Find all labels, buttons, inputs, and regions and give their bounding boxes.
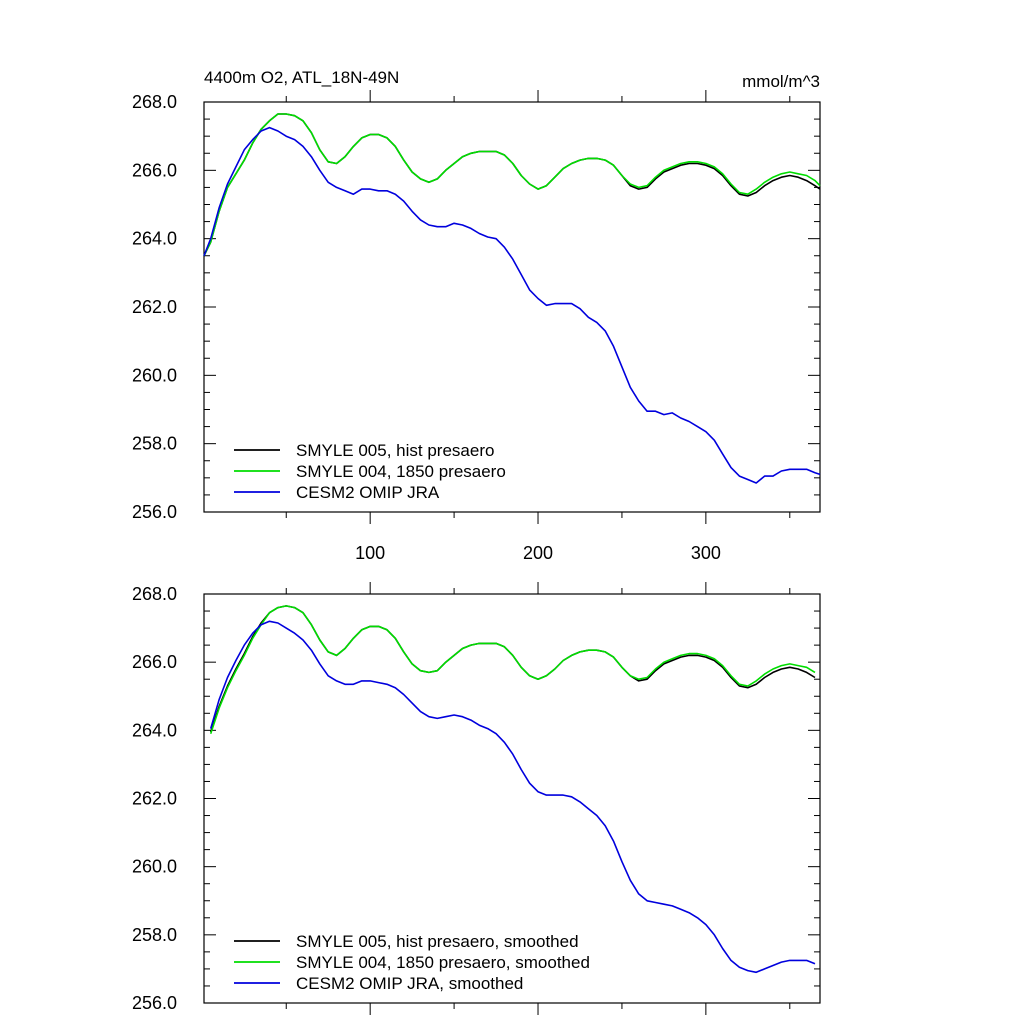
y-tick-label: 268.0 bbox=[132, 92, 177, 112]
chart-title: 4400m O2, ATL_18N-49N bbox=[204, 68, 399, 87]
y-tick-label: 266.0 bbox=[132, 652, 177, 672]
y-tick-label: 264.0 bbox=[132, 229, 177, 249]
y-tick-label: 266.0 bbox=[132, 160, 177, 180]
x-tick-label: 200 bbox=[523, 543, 553, 563]
y-tick-label: 262.0 bbox=[132, 297, 177, 317]
x-tick-label: 100 bbox=[355, 543, 385, 563]
series-line-3 bbox=[209, 620, 816, 974]
y-tick-label: 262.0 bbox=[132, 789, 177, 809]
series-line-1 bbox=[203, 113, 821, 257]
y-tick-label: 258.0 bbox=[132, 925, 177, 945]
y-tick-label: 260.0 bbox=[132, 365, 177, 385]
legend-label-1: SMYLE 005, hist presaero, smoothed bbox=[296, 932, 579, 951]
y-tick-label: 256.0 bbox=[132, 993, 177, 1013]
series-line-3 bbox=[203, 126, 821, 484]
x-tick-label: 300 bbox=[691, 543, 721, 563]
y-tick-label: 256.0 bbox=[132, 502, 177, 522]
series-line-2 bbox=[203, 113, 821, 257]
legend-label-1: SMYLE 005, hist presaero bbox=[296, 441, 494, 460]
series-line-2 bbox=[209, 605, 816, 734]
y-tick-label: 264.0 bbox=[132, 720, 177, 740]
y-tick-label: 260.0 bbox=[132, 857, 177, 877]
legend-label-2: SMYLE 004, 1850 presaero bbox=[296, 462, 506, 481]
legend-label-3: CESM2 OMIP JRA, smoothed bbox=[296, 974, 523, 993]
y-tick-label: 258.0 bbox=[132, 434, 177, 454]
units-label: mmol/m^3 bbox=[742, 72, 820, 91]
y-tick-label: 268.0 bbox=[132, 584, 177, 604]
legend-label-3: CESM2 OMIP JRA bbox=[296, 483, 440, 502]
legend-label-2: SMYLE 004, 1850 presaero, smoothed bbox=[296, 953, 590, 972]
top-panel: 256.0 258.0 260.0 262.0 264.0 266.0 268.0 100 20… bbox=[132, 68, 821, 563]
bottom-panel: 256.0 258.0 260.0 262.0 264.0 266.0 268.0 SMYLE… bbox=[132, 582, 821, 1015]
